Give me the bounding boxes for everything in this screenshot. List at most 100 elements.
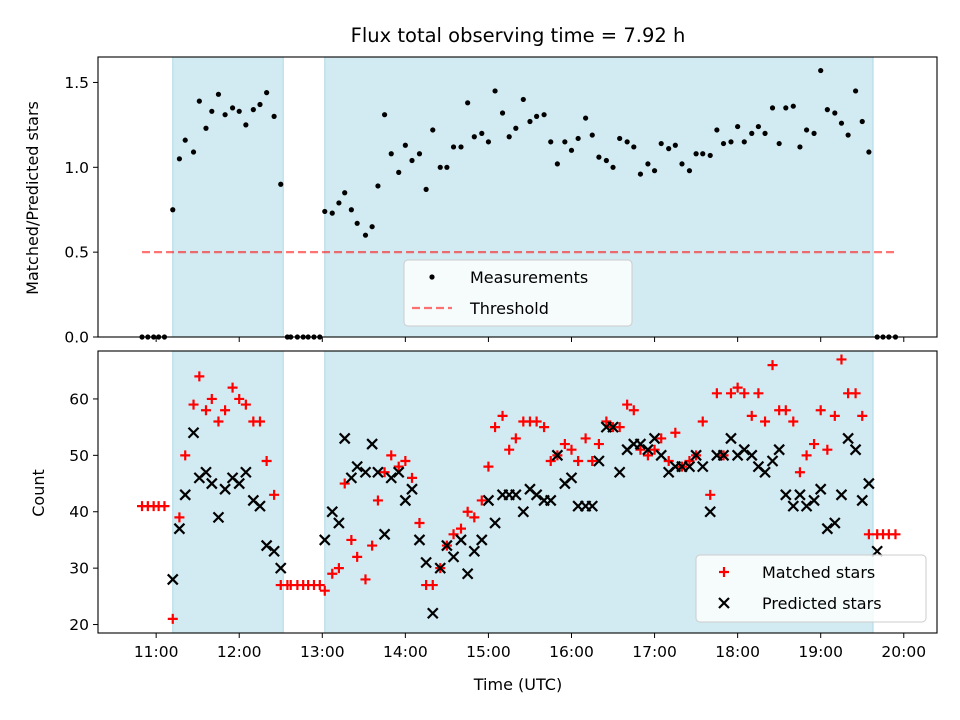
measurement-point — [534, 113, 540, 119]
matched-point — [809, 439, 820, 450]
measurement-point — [749, 130, 755, 136]
measurement-point — [402, 142, 408, 148]
matched-point — [559, 439, 570, 450]
matched-point — [705, 489, 716, 500]
xtick-label: 16:00 — [549, 643, 594, 661]
top-ytick-label: 1.0 — [64, 159, 89, 177]
bottom-ylabel: Count — [29, 469, 48, 517]
matched-point — [174, 512, 185, 523]
measurement-point — [666, 146, 672, 152]
matched-point — [670, 427, 681, 438]
matched-point — [497, 410, 508, 421]
predicted-point — [510, 489, 522, 501]
predicted-point — [489, 517, 501, 529]
predicted-point — [359, 466, 372, 479]
predicted-point — [530, 489, 543, 501]
measurement-point — [797, 144, 803, 150]
measurement-point — [471, 134, 477, 140]
matched-point — [593, 439, 604, 450]
measurement-point — [322, 208, 328, 215]
measurement-point — [520, 96, 526, 103]
measurement-point — [375, 183, 381, 189]
measurement-point — [624, 139, 630, 145]
predicted-point — [166, 573, 179, 586]
matched-point — [725, 388, 736, 399]
matched-point — [367, 540, 378, 551]
measurement-point — [589, 132, 595, 138]
matched-point — [469, 512, 480, 523]
matched-point — [697, 416, 708, 427]
xtick-label: 12:00 — [217, 643, 262, 661]
measurement-point — [416, 151, 423, 157]
top-ylabel: Matched/Predicted stars — [23, 101, 42, 295]
predicted-point — [399, 494, 412, 507]
matched-point — [815, 405, 826, 416]
matched-point — [628, 405, 639, 416]
count-panel: Count Time (UTC) 20 30 40 50 60 11:00 12:00 13:… — [29, 350, 938, 694]
measurement-point — [832, 110, 838, 116]
matched-point — [407, 472, 418, 483]
measurement-point — [348, 207, 354, 213]
measurement-point — [396, 169, 402, 175]
matched-point — [400, 455, 411, 466]
matched-point — [566, 444, 577, 455]
predicted-point — [385, 472, 398, 484]
legend-dot-icon — [429, 274, 435, 280]
measurement-point — [617, 135, 623, 142]
bottom-ytick-label: 50 — [69, 447, 89, 465]
matched-point — [510, 433, 521, 444]
top-series-measurements — [139, 67, 899, 340]
predicted-point — [468, 545, 481, 557]
measurement-point — [170, 207, 176, 213]
matched-point — [427, 580, 438, 591]
measurement-point — [209, 108, 215, 114]
measurement-point — [818, 67, 824, 74]
measurement-point — [645, 161, 651, 167]
measurement-point — [562, 139, 568, 145]
measurement-point — [236, 108, 242, 114]
measurement-point — [583, 115, 589, 121]
measurement-point — [735, 123, 741, 130]
bottom-series-predicted-stars — [166, 421, 883, 620]
predicted-point — [345, 472, 358, 484]
measurement-point — [714, 127, 720, 133]
predicted-point — [738, 443, 751, 456]
measurement-point — [243, 122, 249, 128]
matched-point — [476, 495, 487, 506]
measurement-point — [437, 164, 443, 170]
top-ytick-label: 1.5 — [64, 74, 89, 92]
matched-point — [240, 399, 251, 410]
measurement-point — [190, 149, 197, 155]
bottom-legend-label: Matched stars — [762, 563, 875, 582]
predicted-point — [441, 539, 453, 552]
predicted-point — [835, 489, 848, 501]
predicted-point — [787, 500, 800, 512]
matched-point — [539, 422, 550, 433]
predicted-point — [392, 466, 405, 479]
predicted-point — [766, 455, 779, 467]
matched-point — [352, 551, 363, 562]
matched-point — [254, 416, 265, 427]
matched-point — [836, 354, 847, 365]
predicted-point — [260, 539, 273, 552]
matched-point — [601, 416, 612, 427]
measurement-point — [686, 168, 693, 174]
measurement-point — [859, 118, 865, 125]
predicted-point — [420, 556, 432, 569]
chart-title: Flux total observing time = 7.92 h — [351, 24, 686, 47]
measurement-point — [354, 220, 360, 226]
measurement-point — [278, 181, 284, 187]
measurement-point — [811, 130, 817, 136]
xtick-label: 14:00 — [383, 643, 428, 661]
measurement-point — [824, 107, 830, 113]
xtick-label: 17:00 — [632, 643, 677, 661]
measurement-point — [388, 151, 394, 157]
measurement-point — [409, 157, 415, 164]
measurement-point — [336, 200, 342, 206]
top-frame — [97, 56, 938, 338]
matched-point — [167, 613, 178, 624]
predicted-point — [690, 449, 702, 462]
predicted-point — [455, 534, 467, 546]
bottom-frame — [97, 350, 938, 634]
